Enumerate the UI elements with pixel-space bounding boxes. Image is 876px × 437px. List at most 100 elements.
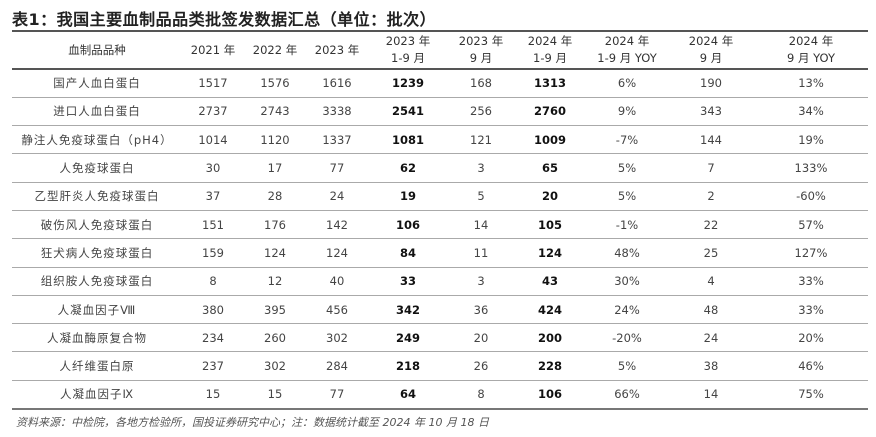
value-cell: 2737 xyxy=(198,104,228,119)
value-cell: 24% xyxy=(614,302,640,317)
value-cell: 40 xyxy=(329,274,345,289)
value-cell: 20 xyxy=(473,330,489,345)
value-cell: 2 xyxy=(707,189,715,204)
value-cell: 395 xyxy=(264,302,286,317)
value-cell: 1081 xyxy=(391,132,424,147)
value-cell: 159 xyxy=(202,245,224,260)
value-cell: 65 xyxy=(541,161,558,176)
table-row: 乙型肝炎人免疫球蛋白 37 28 24 19 5 20 5% 2 -60% xyxy=(12,182,868,211)
value-cell: 260 xyxy=(264,330,286,345)
product-name-cell: 人纤维蛋白原 xyxy=(59,359,135,374)
value-cell: 5% xyxy=(617,161,637,176)
value-cell: 5% xyxy=(617,189,637,204)
column-header: 2023 年 1-9 月 xyxy=(368,31,448,69)
value-cell: 1517 xyxy=(198,76,228,91)
column-header: 2022 年 xyxy=(244,31,306,69)
header-text: 9 月 YOY xyxy=(787,51,835,65)
value-cell: 77 xyxy=(329,161,345,176)
table-row: 人凝血因子Ⅷ 380 395 456 342 36 424 24% 48 33% xyxy=(12,295,868,324)
product-name-cell: 人免疫球蛋白 xyxy=(59,161,135,176)
product-name-cell: 静注人免疫球蛋白（pH4） xyxy=(21,132,173,147)
value-cell: 342 xyxy=(395,302,420,317)
value-cell: 33% xyxy=(798,302,824,317)
value-cell: 6% xyxy=(617,76,637,91)
product-name-cell: 狂犬病人免疫球蛋白 xyxy=(40,245,154,260)
value-cell: 1009 xyxy=(533,132,566,147)
value-cell: 127% xyxy=(794,245,828,260)
header-text: 2024 年 xyxy=(788,34,834,48)
value-cell: 4 xyxy=(707,274,715,289)
value-cell: 133% xyxy=(794,161,828,176)
value-cell: 77 xyxy=(329,387,345,402)
table-row: 人免疫球蛋白 30 17 77 62 3 65 5% 7 133% xyxy=(12,154,868,183)
value-cell: 121 xyxy=(470,132,492,147)
value-cell: 2541 xyxy=(391,104,424,119)
value-cell: 1337 xyxy=(322,132,352,147)
column-header: 2024 年 1-9 月 xyxy=(514,31,586,69)
value-cell: 33 xyxy=(399,274,416,289)
value-cell: 124 xyxy=(264,245,286,260)
table-row: 静注人免疫球蛋白（pH4） 1014 1120 1337 1081 121 1009 -7% 1… xyxy=(12,126,868,154)
table-row: 国产人血白蛋白 1517 1576 1616 1239 168 1313 6% 190 13% xyxy=(12,69,868,98)
value-cell: 5 xyxy=(477,189,485,204)
value-cell: 106 xyxy=(537,387,562,402)
column-header: 2023 年 xyxy=(306,31,368,69)
column-header: 2024 年 9 月 xyxy=(668,31,754,69)
value-cell: 28 xyxy=(267,189,283,204)
table-row: 狂犬病人免疫球蛋白 159 124 124 84 11 124 48% 25 127% xyxy=(12,239,868,268)
header-text: 2023 年 xyxy=(458,34,504,48)
header-text: 2024 年 xyxy=(688,34,734,48)
value-cell: 151 xyxy=(202,217,224,232)
value-cell: 424 xyxy=(537,302,562,317)
header-text: 血制品品种 xyxy=(68,42,126,57)
value-cell: 36 xyxy=(473,302,489,317)
value-cell: 9% xyxy=(617,104,637,119)
value-cell: 37 xyxy=(205,189,221,204)
value-cell: 48 xyxy=(703,302,719,317)
value-cell: 25 xyxy=(703,245,719,260)
value-cell: 3338 xyxy=(322,104,352,119)
value-cell: 19 xyxy=(399,189,416,204)
blood-products-table: 血制品品种 2021 年 2022 年 2023 年 2023 年 1-9 月 2023 年… xyxy=(12,30,868,410)
header-text: 9 月 xyxy=(469,51,493,65)
value-cell: 14 xyxy=(473,217,489,232)
value-cell: 284 xyxy=(326,359,348,374)
value-cell: 380 xyxy=(202,302,224,317)
value-cell: 17 xyxy=(267,161,283,176)
product-name-cell: 人凝血因子Ⅸ xyxy=(59,387,135,402)
value-cell: 20% xyxy=(798,330,824,345)
value-cell: 228 xyxy=(537,359,562,374)
value-cell: 234 xyxy=(202,330,224,345)
value-cell: 105 xyxy=(537,217,562,232)
value-cell: 200 xyxy=(537,330,562,345)
value-cell: 2760 xyxy=(533,104,566,119)
table-row: 人凝血因子Ⅸ 15 15 77 64 8 106 66% 14 75% xyxy=(12,380,868,409)
value-cell: 46% xyxy=(798,359,824,374)
table-row: 破伤风人免疫球蛋白 151 176 142 106 14 105 -1% 22 57% xyxy=(12,210,868,239)
header-text: 2024 年 xyxy=(527,34,573,48)
value-cell: 106 xyxy=(395,217,420,232)
value-cell: 456 xyxy=(326,302,348,317)
header-text: 1-9 月 xyxy=(533,51,567,65)
header-text: 2023 年 xyxy=(385,34,431,48)
product-name-cell: 乙型肝炎人免疫球蛋白 xyxy=(34,189,160,204)
table-title: 表1：我国主要血制品品类批签发数据汇总（单位：批次） xyxy=(12,10,437,29)
header-text: 2024 年 xyxy=(604,34,650,48)
value-cell: 176 xyxy=(264,217,286,232)
value-cell: 48% xyxy=(614,245,640,260)
value-cell: 142 xyxy=(326,217,348,232)
value-cell: 38 xyxy=(703,359,719,374)
value-cell: 57% xyxy=(798,217,824,232)
value-cell: 84 xyxy=(399,245,416,260)
value-cell: 237 xyxy=(202,359,224,374)
value-cell: 144 xyxy=(700,132,722,147)
value-cell: 3 xyxy=(477,274,485,289)
value-cell: 1616 xyxy=(322,76,352,91)
value-cell: 11 xyxy=(473,245,489,260)
value-cell: 24 xyxy=(703,330,719,345)
value-cell: 249 xyxy=(395,330,420,345)
value-cell: 190 xyxy=(700,76,722,91)
product-name-cell: 国产人血白蛋白 xyxy=(53,76,141,91)
value-cell: 26 xyxy=(473,359,489,374)
value-cell: -60% xyxy=(796,189,826,204)
